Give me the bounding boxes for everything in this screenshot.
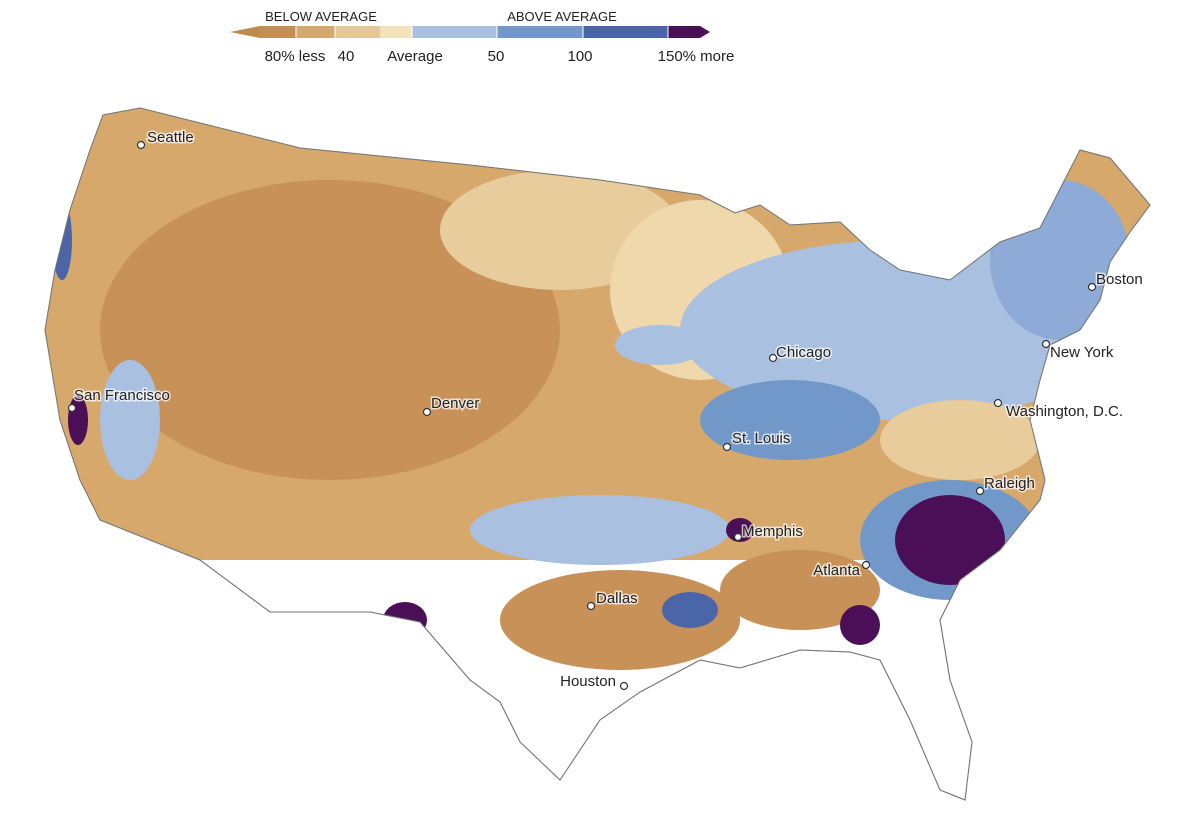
legend-swatch bbox=[296, 26, 335, 38]
city-label: Denver bbox=[431, 395, 479, 412]
city-label: Raleigh bbox=[984, 475, 1035, 492]
city-dot bbox=[993, 398, 1003, 408]
city-label: Houston bbox=[560, 673, 616, 690]
legend-tick: 80% less bbox=[265, 48, 326, 65]
legend-swatch bbox=[380, 26, 412, 38]
city-dot bbox=[1087, 282, 1097, 292]
legend-tick: 150% more bbox=[658, 48, 735, 65]
city-label: New York bbox=[1050, 344, 1114, 361]
city-label: Chicago bbox=[776, 344, 831, 361]
city-label: San Francisco bbox=[74, 387, 170, 404]
below-label: BELOW AVERAGE bbox=[265, 9, 377, 24]
city-dot bbox=[1041, 339, 1051, 349]
above-label: ABOVE AVERAGE bbox=[507, 9, 617, 24]
legend-arrow bbox=[668, 26, 710, 38]
city-label: Atlanta bbox=[813, 562, 860, 579]
city-dot bbox=[733, 532, 743, 542]
legend-swatch bbox=[412, 26, 497, 38]
legend-dividers bbox=[295, 26, 669, 44]
legend-swatch bbox=[260, 26, 296, 38]
city-dot bbox=[975, 486, 985, 496]
legend-swatch bbox=[335, 26, 380, 38]
city-label: Washington, D.C. bbox=[1006, 403, 1123, 420]
city-label: Seattle bbox=[147, 129, 194, 146]
legend-swatch bbox=[583, 26, 668, 38]
city-dot bbox=[861, 560, 871, 570]
city-label: Boston bbox=[1096, 271, 1143, 288]
legend-tick: Average bbox=[387, 48, 443, 65]
city-dot bbox=[768, 353, 778, 363]
city-dot bbox=[422, 407, 432, 417]
legend-tick: 40 bbox=[338, 48, 355, 65]
city-label: Memphis bbox=[742, 523, 803, 540]
city-dot bbox=[722, 442, 732, 452]
city-label: Dallas bbox=[596, 590, 638, 607]
legend-arrow bbox=[230, 26, 260, 38]
legend-swatch bbox=[497, 26, 583, 38]
city-dot bbox=[586, 601, 596, 611]
city-dot bbox=[136, 140, 146, 150]
city-dot bbox=[619, 681, 629, 691]
legend-tick: 50 bbox=[488, 48, 505, 65]
legend: BELOW AVERAGE ABOVE AVERAGE 80% less 40 Av… bbox=[230, 9, 734, 65]
city-dot bbox=[67, 403, 77, 413]
cities: Seattle San Francisco Denver Chicago St. Lou… bbox=[67, 128, 1144, 692]
us-map bbox=[44, 107, 1151, 801]
legend-tick: 100 bbox=[567, 48, 592, 65]
city-label: St. Louis bbox=[732, 430, 790, 447]
